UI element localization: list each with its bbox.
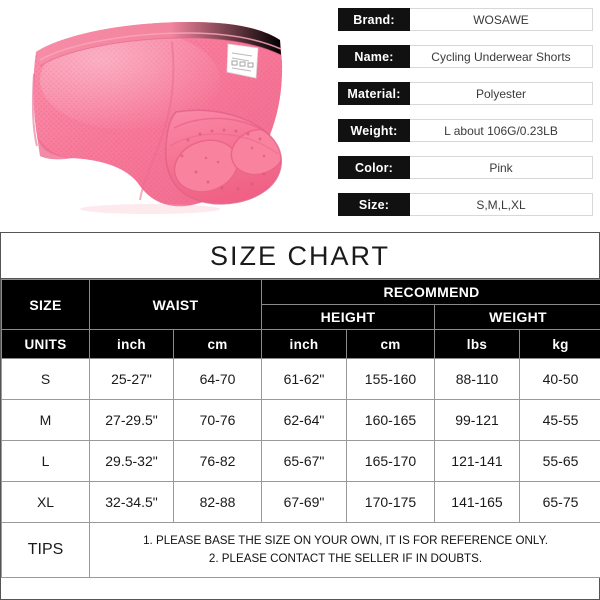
- cycling-shorts-illustration: [32, 22, 283, 214]
- spec-value-material: Polyester: [410, 82, 593, 105]
- spec-row-name: Name: Cycling Underwear Shorts: [338, 45, 593, 68]
- product-header-section: Brand: WOSAWE Name: Cycling Underwear Sh…: [0, 0, 600, 230]
- cell-waist-inch: 27-29.5": [89, 399, 174, 441]
- cell-waist-inch: 25-27": [89, 358, 174, 400]
- table-row: S 25-27" 64-70 61-62" 155-160 88-110 40-…: [1, 358, 600, 400]
- cell-weight-lbs: 88-110: [434, 358, 520, 400]
- size-chart: SIZE CHART SIZE WAIST RECOMMEND HEIGHT W…: [0, 232, 600, 600]
- spec-label-size: Size:: [338, 193, 410, 216]
- spec-value-brand: WOSAWE: [410, 8, 593, 31]
- header-recommend: RECOMMEND: [260, 279, 600, 305]
- cell-height-inch: 65-67": [261, 440, 347, 482]
- spec-row-weight: Weight: L about 106G/0.23LB: [338, 119, 593, 142]
- shadow: [80, 204, 220, 214]
- spec-label-brand: Brand:: [338, 8, 410, 31]
- header-waist-inch: inch: [89, 329, 174, 359]
- spec-label-material: Material:: [338, 82, 410, 105]
- cell-waist-cm: 64-70: [173, 358, 262, 400]
- cell-waist-inch: 29.5-32": [89, 440, 174, 482]
- care-label: [226, 43, 259, 79]
- cell-height-cm: 155-160: [346, 358, 435, 400]
- cell-weight-kg: 45-55: [518, 399, 600, 441]
- header-weight: WEIGHT: [433, 304, 600, 330]
- spec-value-weight: L about 106G/0.23LB: [410, 119, 593, 142]
- product-spec-list: Brand: WOSAWE Name: Cycling Underwear Sh…: [330, 0, 600, 230]
- cell-height-inch: 61-62": [261, 358, 347, 400]
- header-height-cm: cm: [346, 329, 435, 359]
- spec-row-brand: Brand: WOSAWE: [338, 8, 593, 31]
- gel-pad: [164, 109, 282, 205]
- cell-weight-lbs: 99-121: [434, 399, 520, 441]
- cell-waist-inch: 32-34.5": [89, 481, 174, 523]
- spec-label-weight: Weight:: [338, 119, 410, 142]
- cell-weight-kg: 40-50: [518, 358, 600, 400]
- waistband: [36, 22, 282, 67]
- cell-size: M: [1, 399, 90, 441]
- size-chart-table: SIZE WAIST RECOMMEND HEIGHT WEIGHT UNITS…: [1, 279, 600, 578]
- cell-waist-cm: 76-82: [173, 440, 262, 482]
- header-height-inch: inch: [261, 329, 347, 359]
- header-waist-cm: cm: [173, 329, 262, 359]
- cell-height-inch: 62-64": [261, 399, 347, 441]
- header-height: HEIGHT: [261, 304, 435, 330]
- header-row-groups: SIZE WAIST RECOMMEND: [1, 279, 600, 330]
- table-row: XL 32-34.5" 82-88 67-69" 170-175 141-165…: [1, 481, 600, 523]
- table-row: L 29.5-32" 76-82 65-67" 165-170 121-141 …: [1, 440, 600, 482]
- table-row: M 27-29.5" 70-76 62-64" 160-165 99-121 4…: [1, 399, 600, 441]
- spec-value-color: Pink: [410, 156, 593, 179]
- tips-line-1: 1. PLEASE BASE THE SIZE ON YOUR OWN, IT …: [143, 534, 548, 548]
- product-image: [0, 0, 330, 230]
- header-size: SIZE: [1, 279, 90, 330]
- header-weight-lbs: lbs: [434, 329, 520, 359]
- size-chart-head: SIZE WAIST RECOMMEND HEIGHT WEIGHT UNITS…: [1, 279, 600, 359]
- header-row-units: UNITS inch cm inch cm lbs kg: [1, 329, 600, 359]
- spec-value-size: S,M,L,XL: [410, 193, 593, 216]
- tips-line-2: 2. PLEASE CONTACT THE SELLER IF IN DOUBT…: [208, 552, 483, 565]
- tips-label: TIPS: [1, 522, 90, 578]
- cell-height-cm: 165-170: [346, 440, 435, 482]
- cell-weight-kg: 65-75: [518, 481, 600, 523]
- cell-height-inch: 67-69": [261, 481, 347, 523]
- spec-value-name: Cycling Underwear Shorts: [410, 45, 593, 68]
- tips-row: TIPS 1. PLEASE BASE THE SIZE ON YOUR OWN…: [1, 522, 600, 578]
- spec-row-color: Color: Pink: [338, 156, 593, 179]
- center-seam: [139, 41, 175, 201]
- cell-waist-cm: 82-88: [173, 481, 262, 523]
- cell-size: L: [1, 440, 90, 482]
- spec-label-name: Name:: [338, 45, 410, 68]
- cell-height-cm: 170-175: [346, 481, 435, 523]
- header-row-subgroups: HEIGHT WEIGHT: [2, 304, 600, 330]
- spec-row-material: Material: Polyester: [338, 82, 593, 105]
- cell-height-cm: 160-165: [346, 399, 435, 441]
- cell-weight-kg: 55-65: [518, 440, 600, 482]
- header-units: UNITS: [1, 329, 90, 359]
- cell-size: XL: [1, 481, 90, 523]
- cell-weight-lbs: 121-141: [434, 440, 520, 482]
- leg-opening: [32, 73, 74, 160]
- spec-label-color: Color:: [338, 156, 410, 179]
- size-chart-title: SIZE CHART: [1, 233, 599, 279]
- size-chart-body: S 25-27" 64-70 61-62" 155-160 88-110 40-…: [1, 358, 600, 578]
- header-waist: WAIST: [89, 279, 262, 330]
- cell-size: S: [1, 358, 90, 400]
- cell-weight-lbs: 141-165: [434, 481, 520, 523]
- header-weight-kg: kg: [518, 329, 600, 359]
- tips-text: 1. PLEASE BASE THE SIZE ON YOUR OWN, IT …: [88, 522, 600, 578]
- cell-waist-cm: 70-76: [173, 399, 262, 441]
- spec-row-size: Size: S,M,L,XL: [338, 193, 593, 216]
